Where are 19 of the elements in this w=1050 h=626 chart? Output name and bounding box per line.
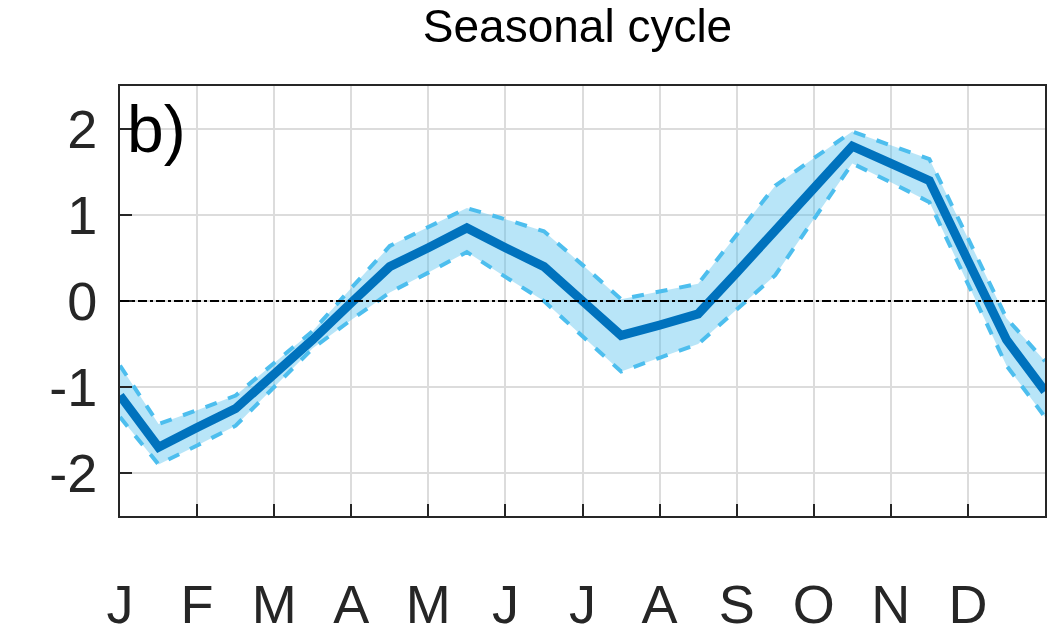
- x-tick-label: M: [405, 573, 451, 626]
- x-tick-label: J: [569, 573, 596, 626]
- x-tick-label: O: [792, 573, 835, 626]
- y-tick-label: 0: [67, 270, 98, 331]
- x-tick-label: F: [180, 573, 214, 626]
- y-tick-label: -1: [49, 356, 98, 417]
- x-tick-label: N: [871, 573, 911, 626]
- y-tick-label: 1: [67, 184, 98, 245]
- y-tick-label: -2: [49, 442, 98, 503]
- x-tick-label: A: [333, 573, 370, 626]
- x-tick-label: J: [106, 573, 134, 626]
- x-tick-label: A: [641, 573, 678, 626]
- x-tick-label: M: [251, 573, 297, 626]
- chart-title: Seasonal cycle: [422, 0, 733, 52]
- annotation: b): [127, 92, 186, 166]
- x-tick-label: S: [718, 573, 755, 626]
- y-tick-label: 2: [67, 98, 98, 159]
- x-tick-label: D: [948, 573, 988, 626]
- x-tick-label: J: [491, 573, 519, 626]
